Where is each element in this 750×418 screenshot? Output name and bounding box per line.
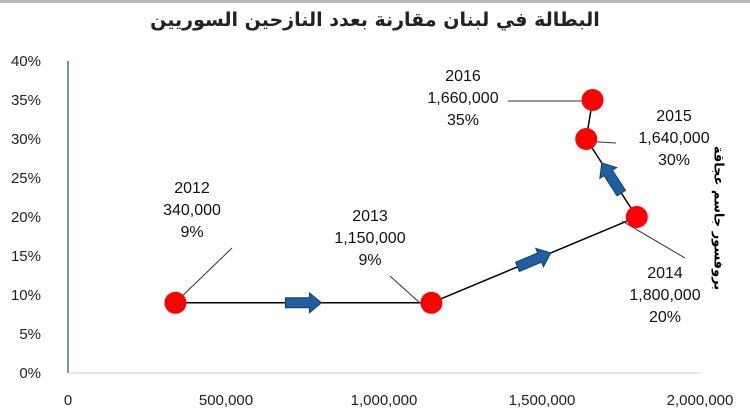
point-year-label: 2016 [445, 68, 481, 85]
x-tick-label: 0 [64, 392, 72, 409]
point-y-label: 20% [649, 309, 681, 326]
y-tick-label: 25% [11, 170, 41, 187]
point-y-label: 9% [358, 252, 381, 269]
point-year-label: 2013 [352, 208, 388, 225]
point-x-label: 340,000 [163, 202, 221, 219]
y-tick-label: 5% [19, 326, 41, 343]
point-y-label: 9% [180, 224, 203, 241]
x-tick-label: 2,000,000 [667, 392, 734, 409]
x-tick-label: 1,500,000 [509, 392, 576, 409]
direction-arrow [514, 247, 552, 273]
chart-svg: 0% 5% 10% 15% 20% 25% 30% 35% 40% 0 500,000 1,000,0… [11, 53, 734, 409]
point-year-label: 2012 [174, 180, 210, 197]
y-tick-label: 30% [11, 131, 41, 148]
y-tick-label: 10% [11, 287, 41, 304]
direction-arrow [599, 162, 627, 197]
data-point [575, 128, 598, 150]
point-x-label: 1,640,000 [638, 130, 709, 147]
point-year-label: 2014 [647, 265, 683, 282]
y-tick-label: 35% [11, 92, 41, 109]
point-y-label: 35% [447, 112, 479, 129]
point-year-label: 2015 [656, 108, 692, 125]
y-tick-label: 0% [19, 365, 41, 382]
source-label: بروفسور جاسم عجاقة [710, 145, 726, 291]
direction-arrow [284, 291, 323, 314]
point-x-label: 1,660,000 [427, 90, 498, 107]
chart-title: البطالة في لبنان مقارنة بعدد النازحين ال… [150, 9, 600, 31]
point-x-label: 1,150,000 [334, 230, 405, 247]
leader-line [621, 220, 686, 259]
y-tick-label: 20% [11, 209, 41, 226]
data-point [581, 89, 604, 111]
point-y-label: 30% [658, 152, 690, 169]
data-point [420, 291, 443, 314]
y-tick-label: 15% [11, 248, 41, 265]
data-point [164, 291, 187, 314]
point-x-label: 1,800,000 [629, 287, 700, 304]
leader-line [389, 275, 421, 304]
data-point [625, 206, 648, 228]
leader-line [174, 247, 233, 304]
x-tick-label: 1,000,000 [351, 392, 418, 409]
y-tick-label: 40% [11, 53, 41, 70]
x-tick-label: 500,000 [199, 392, 253, 409]
